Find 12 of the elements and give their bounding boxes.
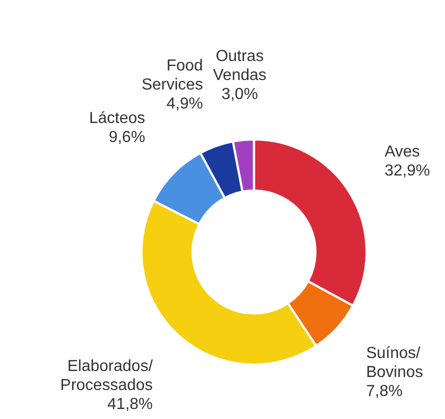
data-label: 32,9%	[384, 162, 430, 180]
slice-label: Lácteos	[89, 110, 146, 128]
data-label: 4,9%	[166, 95, 203, 112]
slice-label: Aves	[384, 143, 420, 160]
data-label: 3,0%	[221, 86, 258, 103]
slice-label: Suínos/Bovinos	[366, 345, 424, 382]
slice-label: Outras Vendas	[213, 48, 266, 84]
data-label: 9,6%	[108, 129, 146, 146]
data-label: 7,8%	[366, 383, 403, 400]
data-label: 41,8%	[107, 396, 153, 413]
slice-label: Elaborados/Processados	[60, 358, 154, 394]
slice-label: Food Services	[142, 57, 203, 94]
